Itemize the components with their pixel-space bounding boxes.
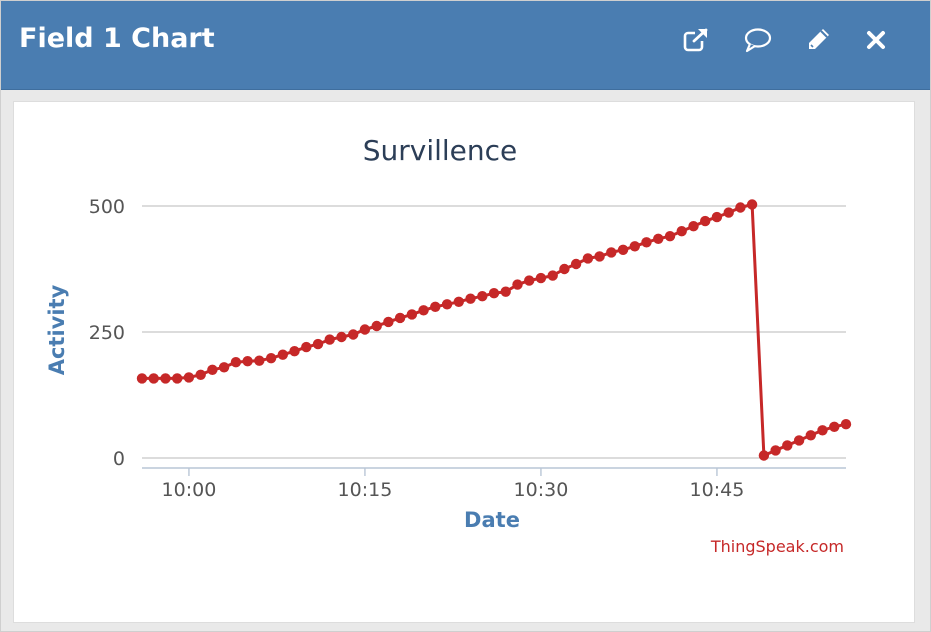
data-point	[183, 372, 195, 383]
axes: 0 250 500 10:00 10:15 10:30 10:45	[89, 196, 846, 501]
external-link-icon	[682, 26, 710, 54]
data-point	[383, 316, 394, 328]
data-point	[477, 291, 488, 302]
comment-icon	[743, 26, 773, 54]
data-point	[629, 241, 640, 252]
data-point	[301, 341, 312, 353]
data-point	[512, 279, 523, 290]
data-point	[500, 286, 511, 297]
data-point	[676, 226, 687, 237]
data-point	[488, 288, 500, 299]
data-point	[207, 364, 218, 375]
data-point	[770, 445, 781, 456]
x-tick-label: 10:45	[690, 479, 745, 501]
data-point	[817, 425, 828, 436]
data-point	[711, 211, 723, 223]
edit-button[interactable]	[801, 23, 835, 57]
data-point	[418, 305, 429, 316]
gridlines	[142, 205, 846, 459]
data-point	[406, 309, 418, 320]
data-point	[289, 346, 300, 357]
data-point	[559, 263, 570, 275]
data-point	[148, 373, 159, 384]
data-point	[641, 237, 652, 248]
pencil-icon	[804, 26, 832, 54]
close-button[interactable]	[859, 23, 893, 57]
y-axis-title: Activity	[45, 284, 69, 375]
data-point	[793, 435, 805, 446]
data-point	[230, 357, 242, 368]
data-point	[758, 450, 770, 461]
chart-title: Survillence	[363, 134, 518, 167]
data-point	[746, 199, 758, 210]
comment-button[interactable]	[741, 23, 775, 57]
data-point	[172, 373, 183, 384]
data-point	[617, 244, 629, 255]
data-point	[218, 362, 230, 373]
chart-card: Survillence 0 250 500 10:00 10:15 10:30 10:45 …	[13, 101, 915, 623]
data-point	[535, 272, 547, 284]
data-point	[723, 207, 734, 218]
window-header: Field 1 Chart	[1, 1, 930, 90]
data-point	[136, 373, 148, 384]
data-point	[688, 221, 699, 232]
data-point	[700, 215, 711, 227]
x-axis-title: Date	[464, 508, 520, 532]
y-tick-label: 250	[89, 322, 125, 344]
data-point	[582, 253, 594, 264]
data-point	[653, 233, 664, 244]
data-point	[524, 275, 535, 286]
series-line	[142, 203, 847, 457]
data-point	[840, 419, 852, 430]
data-point	[394, 312, 406, 324]
data-point	[359, 324, 371, 335]
data-point	[265, 353, 277, 364]
data-point	[829, 421, 840, 432]
data-point	[371, 320, 382, 332]
data-point	[254, 355, 265, 366]
series-activity	[136, 199, 852, 461]
data-point	[430, 301, 441, 312]
data-point	[195, 369, 206, 380]
data-point	[547, 270, 558, 281]
data-point	[782, 440, 793, 451]
close-icon	[864, 28, 888, 52]
data-point	[324, 334, 335, 345]
x-tick-label: 10:30	[514, 479, 569, 501]
x-tick-label: 10:15	[338, 479, 393, 501]
data-point	[160, 373, 171, 384]
data-point	[606, 247, 617, 258]
data-point	[312, 338, 324, 350]
data-point	[336, 331, 347, 343]
data-point	[594, 251, 605, 262]
x-tick-label: 10:00	[162, 479, 217, 501]
data-point	[348, 329, 359, 340]
data-point	[441, 299, 453, 310]
window-title: Field 1 Chart	[19, 23, 215, 54]
y-tick-label: 0	[113, 448, 125, 470]
data-point	[242, 356, 253, 367]
data-point	[277, 349, 288, 360]
data-point	[664, 231, 676, 242]
data-point	[735, 202, 746, 213]
thingspeak-credit-link[interactable]: ThingSpeak.com	[710, 537, 844, 556]
data-point	[465, 293, 476, 304]
data-point	[453, 296, 464, 307]
y-tick-label: 500	[89, 196, 125, 218]
open-external-button[interactable]	[679, 23, 713, 57]
data-point	[805, 430, 816, 441]
data-point	[570, 258, 582, 270]
